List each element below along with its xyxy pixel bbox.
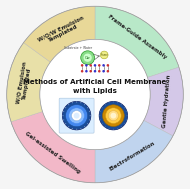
Circle shape xyxy=(110,113,116,119)
Circle shape xyxy=(102,123,103,124)
Circle shape xyxy=(126,115,128,116)
Circle shape xyxy=(62,115,64,116)
Circle shape xyxy=(81,51,95,65)
FancyBboxPatch shape xyxy=(59,98,94,133)
Circle shape xyxy=(100,51,108,59)
Circle shape xyxy=(76,129,77,130)
Circle shape xyxy=(117,102,118,103)
Circle shape xyxy=(105,126,106,127)
Circle shape xyxy=(84,104,85,105)
Circle shape xyxy=(72,102,73,103)
Circle shape xyxy=(107,70,109,73)
Circle shape xyxy=(80,102,82,103)
Circle shape xyxy=(102,70,105,73)
Circle shape xyxy=(99,101,128,130)
Text: Gel-assisted Swelling: Gel-assisted Swelling xyxy=(24,131,81,174)
Wedge shape xyxy=(95,120,173,183)
Circle shape xyxy=(84,126,85,127)
Circle shape xyxy=(124,107,125,108)
Circle shape xyxy=(65,123,66,124)
Circle shape xyxy=(65,107,66,108)
Text: Electroformation: Electroformation xyxy=(108,140,156,172)
Text: W/O/W Emulsion
Templated: W/O/W Emulsion Templated xyxy=(37,14,87,47)
Circle shape xyxy=(66,105,88,127)
Circle shape xyxy=(81,70,83,73)
Text: Ow: Ow xyxy=(85,56,90,60)
Circle shape xyxy=(94,64,96,67)
Circle shape xyxy=(106,108,121,123)
Circle shape xyxy=(94,70,96,73)
Circle shape xyxy=(103,105,124,126)
Circle shape xyxy=(108,111,118,121)
Circle shape xyxy=(83,53,92,62)
Circle shape xyxy=(40,39,150,150)
Text: Gentle Hydration: Gentle Hydration xyxy=(162,74,171,128)
Circle shape xyxy=(68,126,69,127)
Circle shape xyxy=(108,128,110,129)
Circle shape xyxy=(98,70,101,73)
Circle shape xyxy=(72,128,73,129)
Circle shape xyxy=(89,119,90,121)
Wedge shape xyxy=(95,6,179,77)
Circle shape xyxy=(63,111,64,112)
Text: W/O Emulsion
Templated: W/O Emulsion Templated xyxy=(16,61,33,105)
Circle shape xyxy=(69,108,84,123)
Circle shape xyxy=(72,111,82,121)
Circle shape xyxy=(124,123,125,124)
Circle shape xyxy=(99,115,101,116)
Circle shape xyxy=(89,111,90,112)
Text: Frame: Frame xyxy=(100,53,108,57)
Circle shape xyxy=(85,64,88,67)
Circle shape xyxy=(89,64,92,67)
Text: Methods of Artificial Cell Membrane: Methods of Artificial Cell Membrane xyxy=(23,79,167,85)
Circle shape xyxy=(126,111,127,112)
Circle shape xyxy=(89,70,92,73)
Circle shape xyxy=(126,119,127,121)
Wedge shape xyxy=(11,112,95,183)
Circle shape xyxy=(74,113,80,119)
Circle shape xyxy=(63,119,64,121)
Circle shape xyxy=(117,128,118,129)
Circle shape xyxy=(121,126,122,127)
Circle shape xyxy=(121,104,122,105)
Circle shape xyxy=(85,70,88,73)
Circle shape xyxy=(62,101,91,130)
Circle shape xyxy=(113,129,114,130)
Circle shape xyxy=(100,111,101,112)
Circle shape xyxy=(87,123,88,124)
Text: with Lipids: with Lipids xyxy=(73,88,117,94)
Circle shape xyxy=(98,64,101,67)
Circle shape xyxy=(108,102,110,103)
Circle shape xyxy=(100,119,101,121)
Circle shape xyxy=(80,128,82,129)
Text: Frame-Guide Assembly: Frame-Guide Assembly xyxy=(107,13,167,59)
Circle shape xyxy=(102,107,103,108)
Circle shape xyxy=(68,104,69,105)
Wedge shape xyxy=(24,6,95,62)
Circle shape xyxy=(113,101,114,103)
Circle shape xyxy=(81,64,83,67)
Circle shape xyxy=(87,107,88,108)
Circle shape xyxy=(107,64,109,67)
Wedge shape xyxy=(144,67,183,136)
Circle shape xyxy=(89,115,91,116)
Circle shape xyxy=(105,104,106,105)
Wedge shape xyxy=(7,43,50,122)
Circle shape xyxy=(102,64,105,67)
Circle shape xyxy=(76,101,77,103)
Text: Substrate + Water: Substrate + Water xyxy=(64,46,93,50)
